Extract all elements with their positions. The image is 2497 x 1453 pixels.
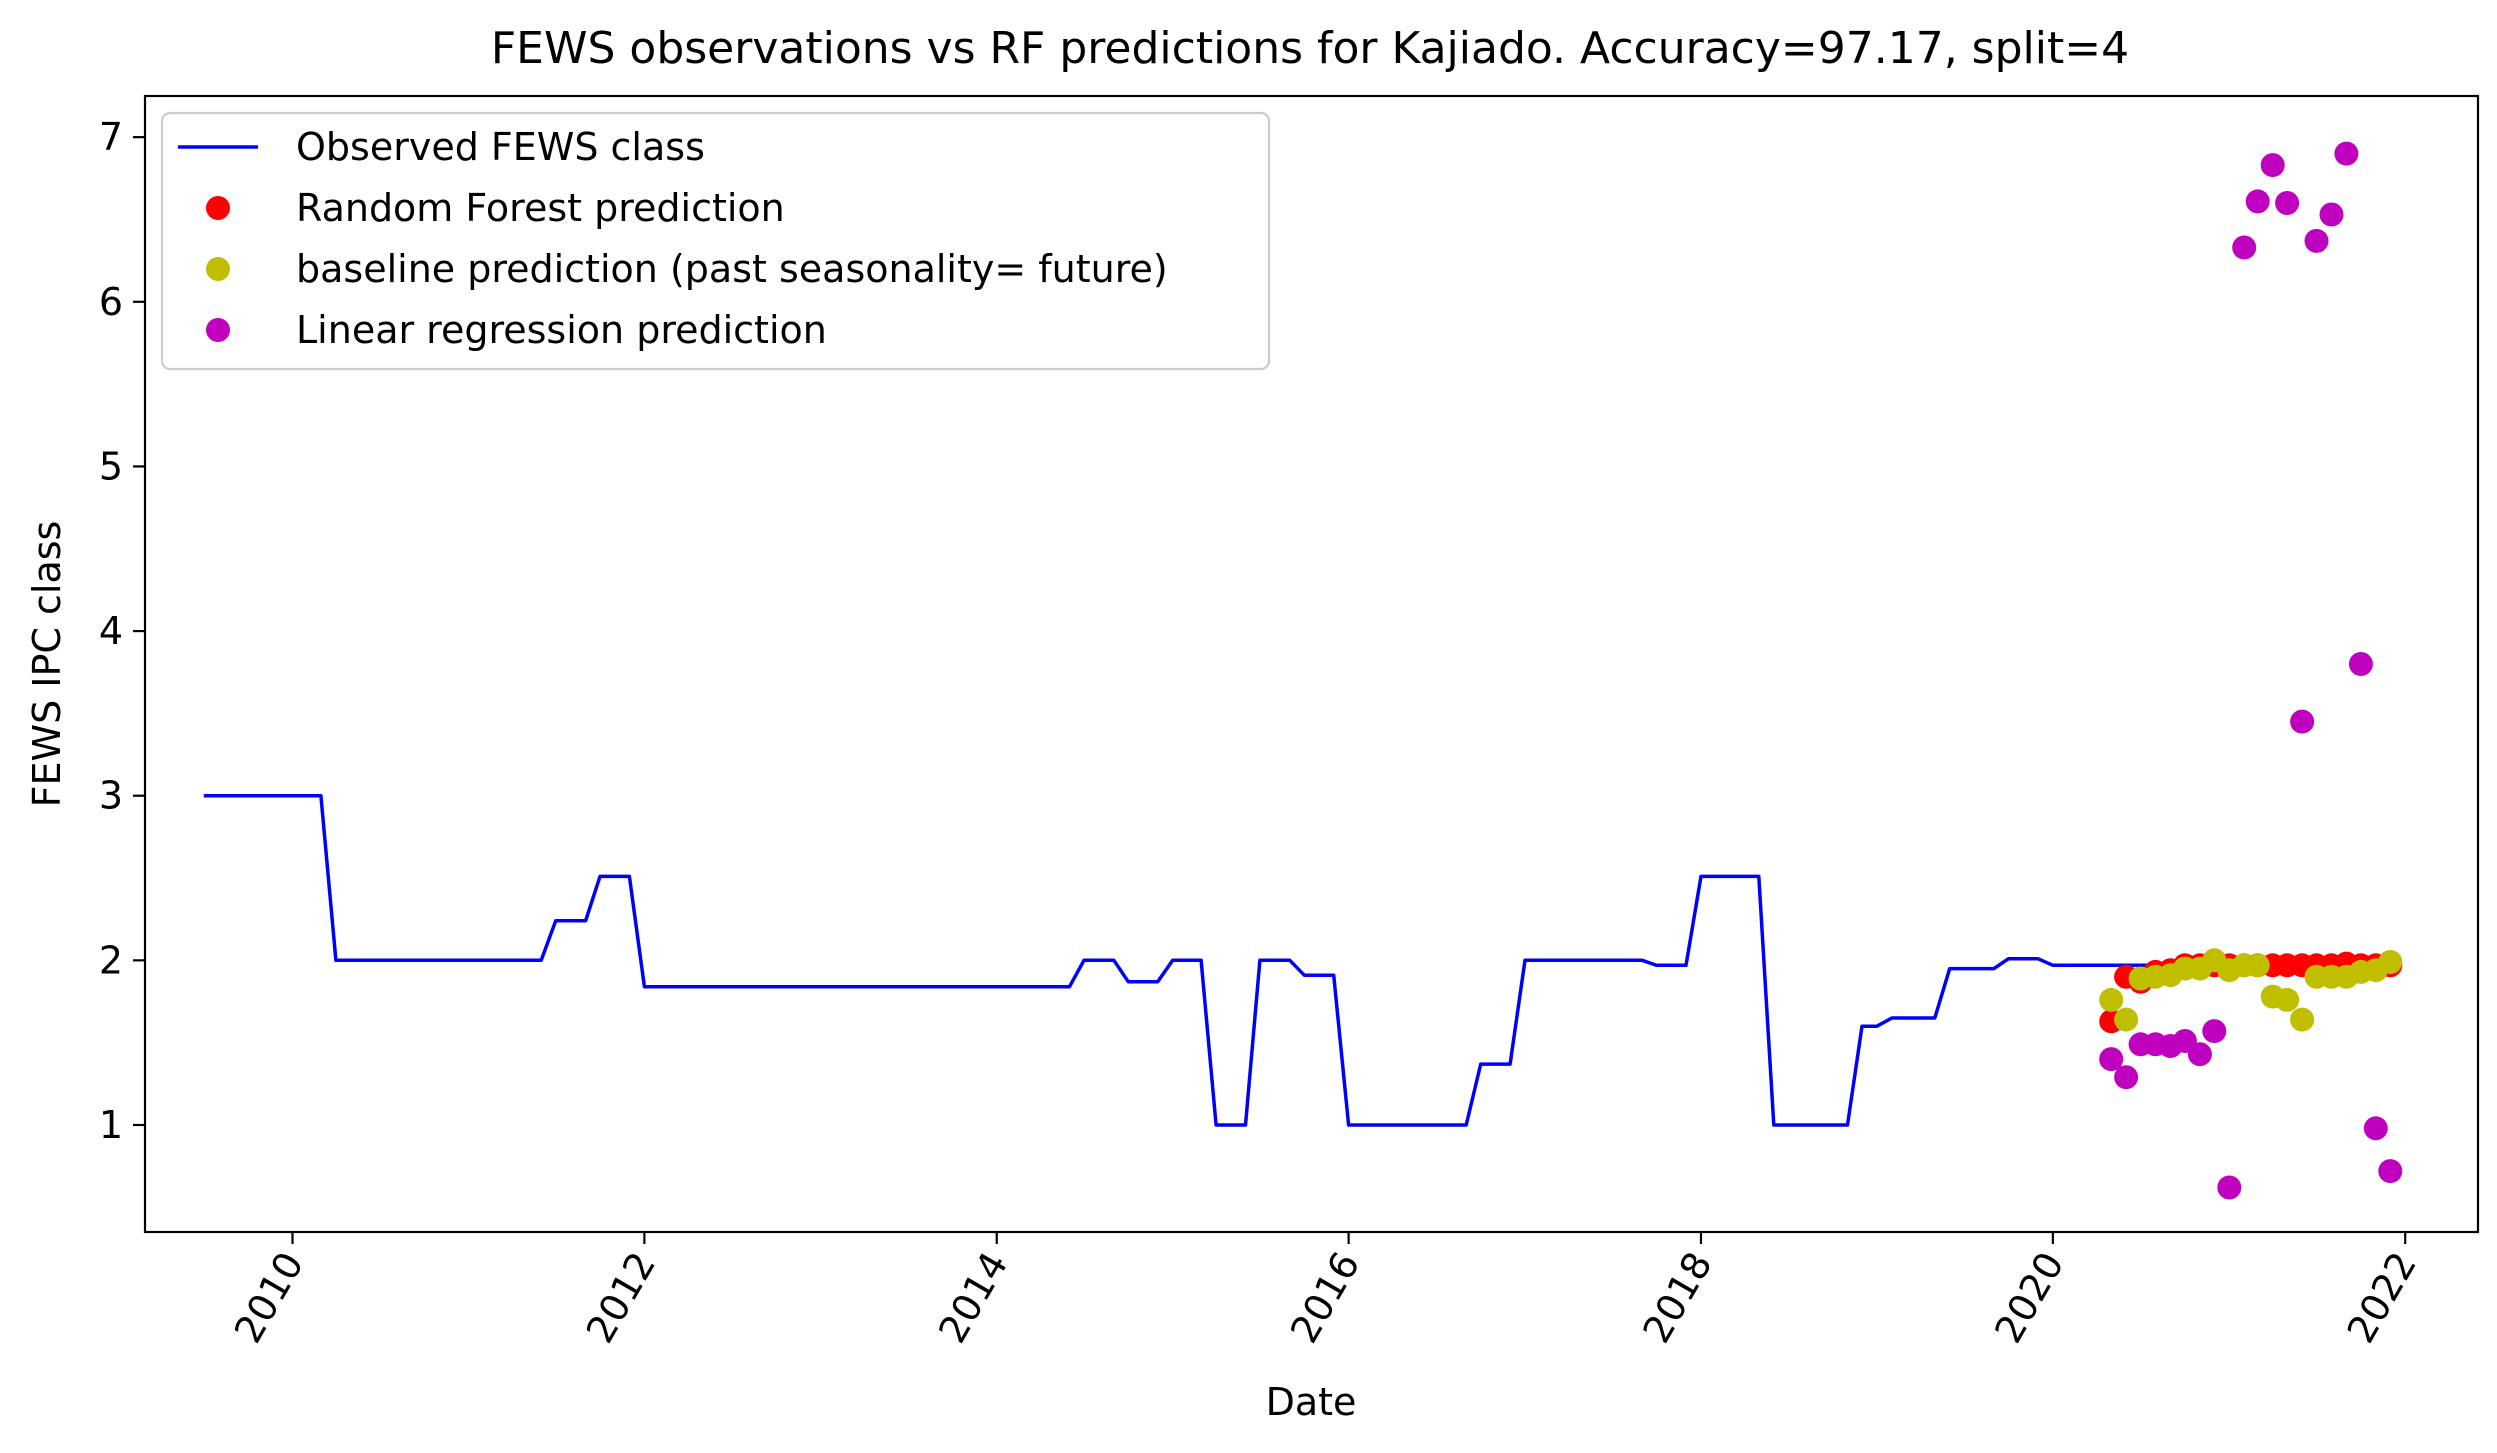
series-3-point xyxy=(2187,1042,2212,1067)
y-tick-label: 3 xyxy=(99,774,123,818)
x-axis-label: Date xyxy=(1266,1380,1357,1424)
legend-marker-swatch xyxy=(206,318,230,342)
plot-area-frame xyxy=(143,94,2480,1234)
series-3-point xyxy=(2363,1116,2388,1141)
series-2-point xyxy=(2099,987,2124,1012)
legend-label: Observed FEWS class xyxy=(296,125,705,169)
series-3-point xyxy=(2275,191,2300,215)
series-2-point xyxy=(2378,950,2403,974)
series-3-point xyxy=(2202,1019,2227,1044)
series-3-point xyxy=(2334,141,2359,166)
chart-title: FEWS observations vs RF predictions for … xyxy=(491,23,2129,74)
legend-label: baseline prediction (past seasonality= f… xyxy=(296,247,1168,291)
series-3-point xyxy=(2304,228,2329,253)
series-2-point xyxy=(2290,1007,2315,1032)
series-3-point xyxy=(2114,1065,2139,1090)
y-tick-label: 1 xyxy=(99,1103,123,1147)
y-axis-label: FEWS IPC class xyxy=(25,521,69,808)
series-3-point xyxy=(2099,1047,2124,1072)
series-3-point xyxy=(2290,709,2315,734)
observed-fews-line xyxy=(203,793,2391,1127)
y-tick-label: 2 xyxy=(99,938,123,982)
y-tick-label: 6 xyxy=(99,280,123,324)
legend-frame xyxy=(160,111,1271,371)
series-2-point xyxy=(2275,987,2300,1012)
legend-marker-swatch xyxy=(206,196,230,220)
legend: Observed FEWS class Random Forest predict… xyxy=(160,111,1271,371)
series-3-point xyxy=(2232,235,2257,260)
series-3-point xyxy=(2378,1159,2403,1184)
y-tick-label: 4 xyxy=(99,609,123,653)
y-tick-label: 7 xyxy=(99,115,123,159)
series-3-point xyxy=(2260,153,2285,178)
y-axis: 1 2 3 4 5 6 7 xyxy=(99,115,145,1147)
series-3-point xyxy=(2217,1175,2242,1200)
series-3-points xyxy=(2099,141,2403,1200)
y-tick-label: 5 xyxy=(99,444,123,488)
series-3-point xyxy=(2319,202,2344,227)
legend-label: Linear regression prediction xyxy=(296,308,827,352)
series-2-points xyxy=(2099,948,2403,1032)
legend-label: Random Forest prediction xyxy=(296,186,785,230)
plot-series-layer xyxy=(203,141,2403,1200)
legend-marker-swatch xyxy=(206,257,230,281)
series-2-point xyxy=(2245,953,2270,978)
series-2-point xyxy=(2114,1007,2139,1032)
series-3-point xyxy=(2245,189,2270,214)
series-3-point xyxy=(2348,652,2373,676)
